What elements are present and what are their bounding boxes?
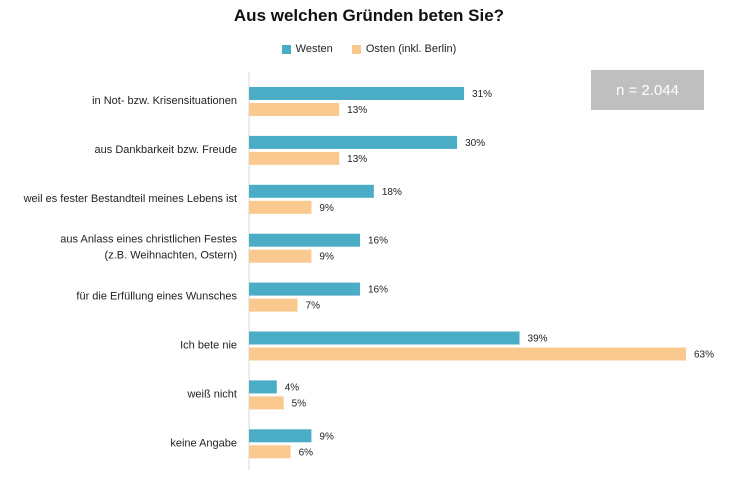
bar-east [249, 396, 284, 410]
bar-west [249, 331, 520, 345]
sample-size-box: n = 2.044 [591, 70, 704, 110]
category-label: weil es fester Bestandteil meines Lebens… [23, 193, 237, 205]
data-label-east: 9% [319, 203, 334, 214]
bar-west [249, 429, 312, 443]
bar-east [249, 298, 298, 312]
data-label-west: 16% [368, 285, 388, 296]
legend-item-east: Osten (inkl. Berlin) [351, 43, 457, 55]
legend-label-east: Osten (inkl. Berlin) [365, 43, 457, 55]
legend: Westen Osten (inkl. Berlin) [0, 43, 738, 57]
data-label-east: 7% [306, 301, 321, 312]
data-label-west: 4% [285, 382, 300, 393]
chart-title: Aus welchen Gründen beten Sie? [233, 6, 505, 25]
data-label-west: 39% [528, 334, 548, 345]
bar-east [249, 445, 291, 459]
sample-size-label: n = 2.044 [616, 81, 679, 99]
legend-item-west: Westen [281, 43, 333, 55]
bar-east [249, 103, 340, 116]
category-label: weiß nicht [186, 388, 237, 400]
category-label: für die Erfüllung eines Wunsches [76, 291, 237, 303]
bar-west [249, 184, 374, 198]
bar-west [249, 233, 360, 247]
bar-east [249, 249, 312, 263]
bar-west [249, 380, 277, 394]
legend-swatch-west [281, 44, 291, 54]
bar-west [249, 87, 465, 100]
category-label: aus Dankbarkeit bzw. Freude [95, 144, 237, 156]
data-label-east: 13% [347, 154, 367, 165]
category-label: aus Anlass eines christlichen Festes [60, 234, 237, 246]
data-label-east: 63% [694, 350, 714, 361]
data-label-west: 31% [472, 89, 492, 100]
bar-east [249, 151, 340, 165]
legend-swatch-east [351, 44, 361, 54]
bar-east [249, 347, 686, 361]
data-label-east: 5% [292, 398, 307, 409]
bar-west [249, 282, 360, 296]
data-label-east: 13% [347, 105, 367, 116]
data-label-east: 6% [299, 447, 314, 458]
data-label-west: 9% [319, 431, 334, 442]
category-label: in Not- bzw. Krisensituationen [92, 95, 237, 107]
category-label: Ich bete nie [180, 340, 237, 352]
data-label-east: 9% [319, 252, 334, 263]
data-label-west: 18% [382, 187, 402, 198]
category-label: (z.B. Weihnachten, Ostern) [105, 250, 237, 262]
legend-label-west: Westen [295, 43, 333, 55]
category-label: keine Angabe [170, 437, 237, 449]
bar-west [249, 135, 458, 149]
data-label-west: 16% [368, 236, 388, 247]
bar-east [249, 200, 312, 214]
data-label-west: 30% [465, 138, 485, 149]
